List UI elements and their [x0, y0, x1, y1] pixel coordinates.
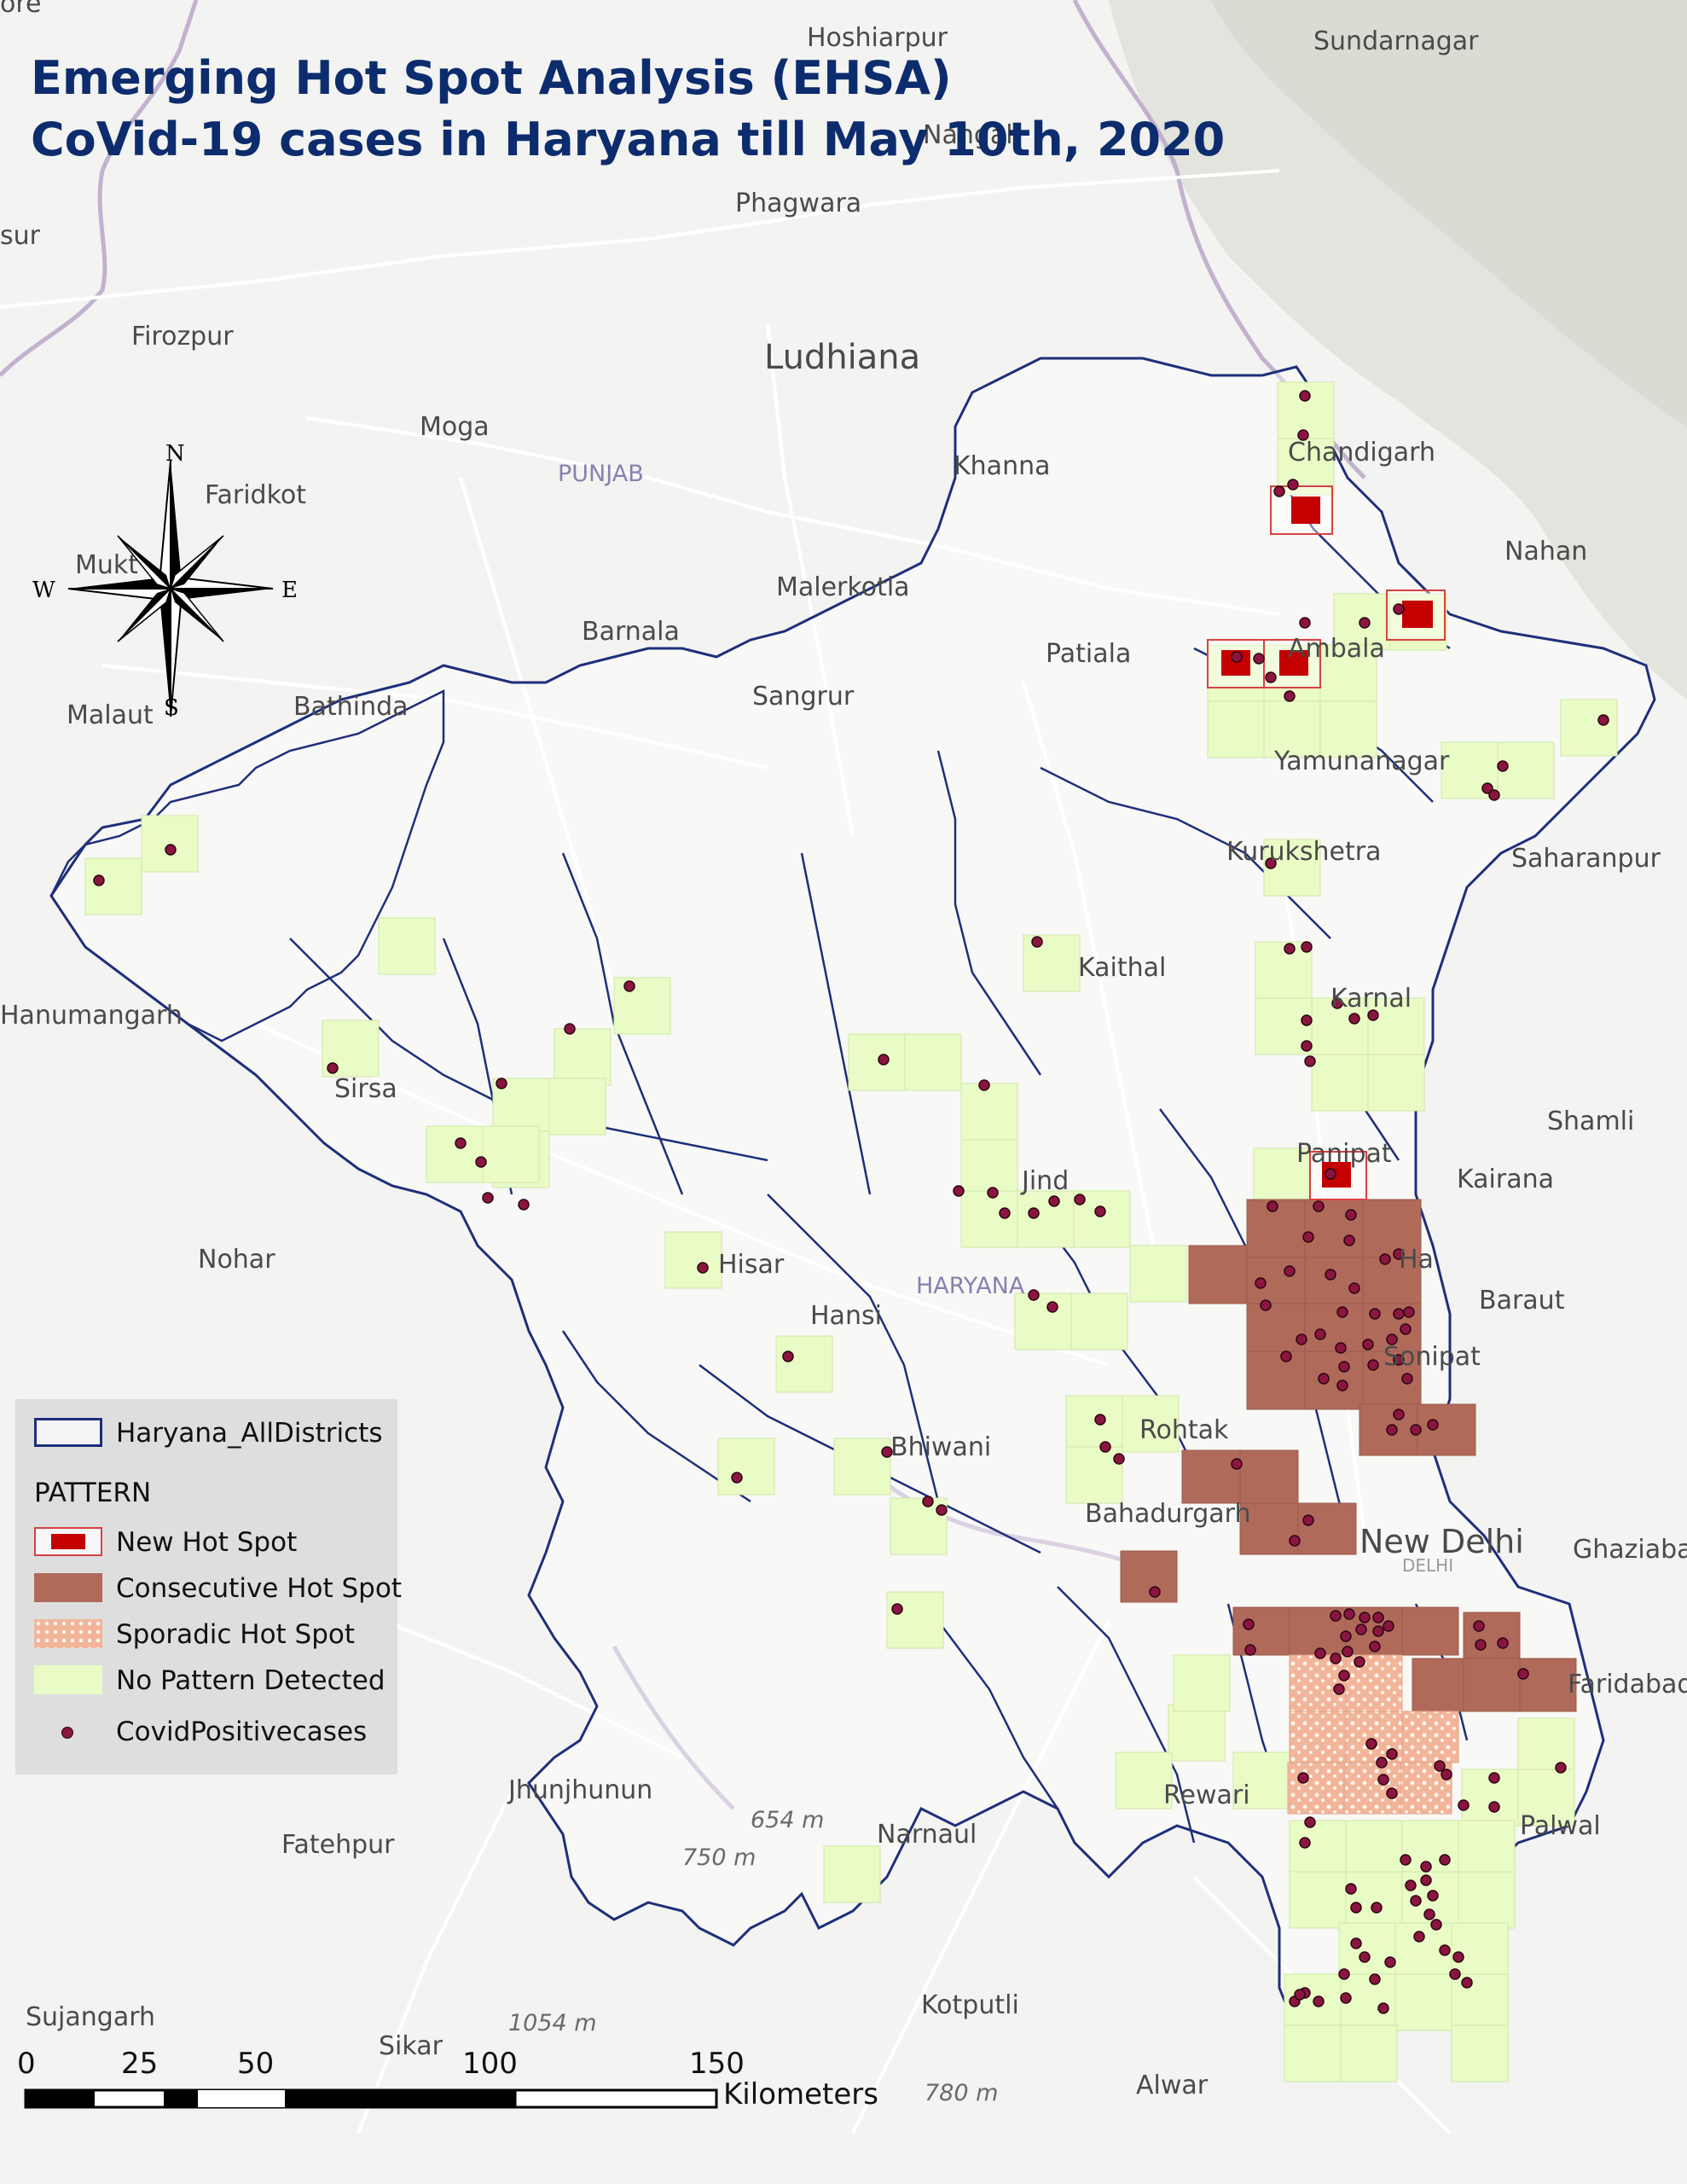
place-label: Ghaziabad [1573, 1535, 1687, 1565]
place-labels: Hoshiarpur Sundarnagar Phagwara Ludhiana… [0, 0, 1687, 2100]
legend-item-label: Consecutive Hot Spot [116, 1573, 402, 1604]
elevation-label: 750 m [682, 1844, 756, 1871]
consecutive-hot-spot-swatch [34, 1573, 102, 1602]
place-label: Firozpur [131, 322, 234, 351]
region-label: HARYANA [916, 1273, 1025, 1299]
place-label: Baraut [1479, 1286, 1565, 1316]
place-label: Sonipat [1383, 1342, 1481, 1372]
new-hot-spot-cells [1207, 485, 1446, 1200]
place-label: Nahan [1504, 537, 1587, 566]
scale-tick-label: 25 [121, 2047, 158, 2081]
place-label: Kaithal [1078, 953, 1166, 983]
elevation-label: 1054 m [508, 2010, 597, 2036]
north-arrow: N S E W [32, 441, 298, 721]
scale-tick-label: 150 [689, 2047, 745, 2081]
place-label: Karnal [1330, 984, 1412, 1014]
legend-panel: Haryana_AllDistricts PATTERN New Hot Spo… [15, 1399, 402, 1774]
legend-item-label: Sporadic Hot Spot [116, 1619, 356, 1650]
place-label: Hoshiarpur [807, 23, 948, 53]
place-label: Kairana [1457, 1165, 1554, 1194]
consecutive-hot-spot-cells [1120, 1199, 1577, 1712]
elevation-label: 780 m [925, 2080, 998, 2106]
place-label: Sujangarh [26, 2002, 155, 2032]
place-label: Malerkotla [776, 572, 910, 602]
legend-pattern-header: PATTERN [34, 1478, 152, 1508]
place-label: Ambala [1288, 634, 1385, 664]
place-label: ore [0, 0, 42, 19]
west-label: W [32, 578, 55, 603]
place-label: Fatehpur [281, 1830, 395, 1860]
place-label: Nohar [198, 1245, 275, 1275]
place-label: Narnaul [877, 1820, 977, 1850]
place-label: Ha [1399, 1245, 1434, 1275]
place-label: Jhunjhunun [507, 1775, 652, 1805]
place-label: Rewari [1163, 1780, 1250, 1810]
place-label: Sundarnagar [1313, 26, 1479, 56]
covid-case-dots [93, 390, 1609, 2014]
no-pattern-swatch [34, 1665, 102, 1694]
place-label: Malaut [67, 700, 154, 730]
place-label: Kotputli [921, 1990, 1019, 2020]
place-label: Bhiwani [890, 1432, 991, 1462]
place-label: Khanna [954, 451, 1050, 481]
legend-item-label: CovidPositivecases [116, 1716, 368, 1747]
place-label: Jind [1020, 1166, 1069, 1196]
scale-unit-label: Kilometers [723, 2077, 878, 2111]
legend-item-label: No Pattern Detected [116, 1665, 386, 1696]
region-label: PUNJAB [558, 461, 644, 487]
place-label: Patiala [1046, 639, 1131, 669]
elevation-labels: 654 m 750 m 1054 m 780 m [508, 1807, 998, 2106]
place-label: Sangrur [752, 682, 855, 712]
place-label: Hanumangarh [0, 1001, 183, 1031]
place-label: Saharanpur [1511, 844, 1661, 874]
place-label: Chandigarh [1288, 438, 1435, 468]
new-hot-spot-swatch-fill [51, 1534, 85, 1549]
terrain-shading-dark [1211, 0, 1687, 427]
map-title-line2: CoVid-19 cases in Haryana till May 10th,… [31, 113, 1226, 166]
scale-tick-label: 50 [237, 2047, 274, 2081]
case-dot-swatch [61, 1727, 73, 1739]
place-label: Kurukshetra [1226, 837, 1382, 867]
place-label: Moga [420, 412, 490, 442]
place-label: Bathinda [293, 692, 409, 722]
elevation-label: 654 m [751, 1807, 824, 1833]
place-label: Alwar [1136, 2071, 1209, 2100]
no-pattern-cells [84, 381, 1618, 2082]
legend-districts-label: Haryana_AllDistricts [116, 1418, 383, 1449]
map-title-line1: Emerging Hot Spot Analysis (EHSA) [31, 51, 952, 105]
place-label: Phagwara [735, 189, 861, 218]
scale-tick-label: 100 [462, 2047, 518, 2081]
east-label: E [281, 578, 298, 603]
place-label: sur [0, 221, 41, 251]
place-label: Yamunanagar [1273, 746, 1450, 776]
place-label: Sikar [379, 2031, 443, 2061]
sirsa-district-boundary [49, 688, 445, 1043]
place-label: Hansi [810, 1301, 882, 1331]
south-label: S [164, 695, 179, 721]
place-label: Hisar [718, 1250, 785, 1280]
scale-bar: 0 25 50 100 150 Kilometers [17, 2047, 878, 2111]
place-label: Panipat [1296, 1139, 1392, 1169]
place-label: Bahadurgarh [1085, 1499, 1250, 1529]
region-label: DELHI [1402, 1555, 1453, 1576]
place-label: Barnala [582, 617, 680, 647]
place-label: Nangal [923, 120, 1013, 150]
place-label: Shamli [1547, 1107, 1634, 1136]
new-hot-spot-swatch [34, 1527, 102, 1556]
place-label: Palwal [1520, 1811, 1601, 1841]
place-label: New Delhi [1359, 1523, 1524, 1560]
place-label: Sirsa [334, 1074, 397, 1104]
place-label: Faridabad [1568, 1670, 1687, 1699]
sporadic-hot-spot-swatch [34, 1619, 102, 1648]
scale-tick-label: 0 [17, 2047, 36, 2081]
place-label: Ludhiana [764, 338, 920, 377]
place-label: Rohtak [1139, 1415, 1229, 1445]
place-label: Mukt [75, 550, 138, 580]
place-label: Faridkot [205, 480, 306, 510]
district-boundary-swatch [34, 1418, 102, 1447]
north-label: N [165, 441, 185, 467]
legend-item-label: New Hot Spot [116, 1527, 298, 1558]
